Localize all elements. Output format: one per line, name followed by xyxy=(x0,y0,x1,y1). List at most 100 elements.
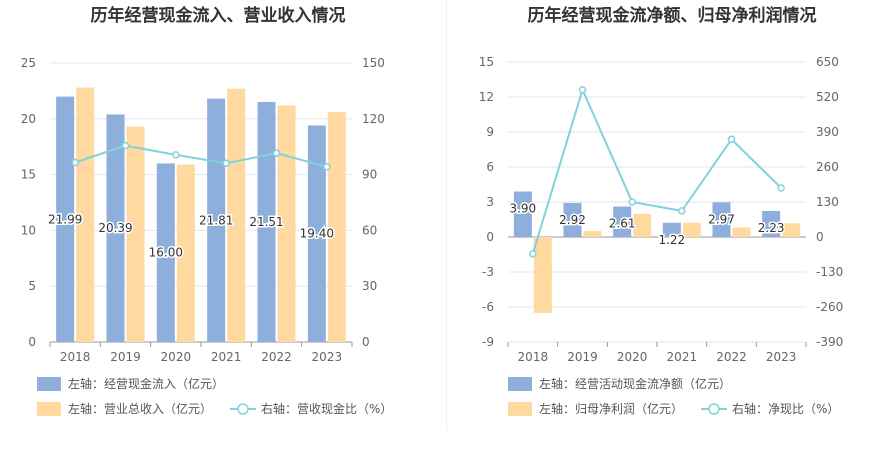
chart-title: 历年经营现金流入、营业收入情况 xyxy=(91,5,346,26)
bar-primary xyxy=(307,125,326,342)
x-tick-label: 2019 xyxy=(110,350,141,364)
y-tick-label-right: -390 xyxy=(816,335,843,349)
legend-label: 左轴：归母净利润（亿元） xyxy=(539,401,683,416)
bar-secondary xyxy=(682,222,701,237)
bar-primary xyxy=(56,96,75,342)
y-tick-label-left: -3 xyxy=(482,265,494,279)
bar-primary xyxy=(563,202,582,237)
y-tick-label-left: 0 xyxy=(28,335,36,349)
ratio-point xyxy=(678,207,686,215)
ratio-line xyxy=(531,86,782,254)
y-tick-label-right: 30 xyxy=(362,279,377,293)
bar-secondary xyxy=(277,105,296,343)
chart-title: 历年经营现金流净额、归母净利润情况 xyxy=(528,5,817,26)
legend-label: 右轴：营收现金比（%） xyxy=(261,401,392,416)
y-tick-label-right: 90 xyxy=(362,168,377,182)
y-tick-label-right: 120 xyxy=(362,112,385,126)
y-tick-label-left: 5 xyxy=(28,279,36,293)
y-tick-label-right: 0 xyxy=(362,335,370,349)
x-tick-label: 2020 xyxy=(161,350,192,364)
legend-label: 左轴：经营活动现金流净额（亿元） xyxy=(539,376,731,391)
x-tick-label: 2018 xyxy=(518,350,549,364)
data-label: 19.40 xyxy=(300,227,334,241)
legend-swatch xyxy=(237,403,249,415)
ratio-point xyxy=(777,184,785,192)
y-tick-label-right: 260 xyxy=(816,160,839,174)
y-tick-label-left: 25 xyxy=(21,56,36,70)
bar-primary xyxy=(762,210,781,237)
y-tick-label-left: -6 xyxy=(482,300,494,314)
y-tick-label-right: 0 xyxy=(816,230,824,244)
bar-secondary xyxy=(633,213,652,237)
data-label: 2.97 xyxy=(708,212,735,226)
y-tick-label-right: -260 xyxy=(816,300,843,314)
ratio-point xyxy=(323,163,331,171)
ratio-point xyxy=(529,249,537,258)
legend-swatch xyxy=(508,402,532,416)
y-tick-label-left: 20 xyxy=(21,112,36,126)
x-tick-label: 2023 xyxy=(766,350,797,364)
bar-primary xyxy=(156,163,175,342)
bar-secondary xyxy=(227,88,246,342)
bar-primary xyxy=(712,202,731,237)
bar-secondary xyxy=(126,126,145,342)
y-tick-label-right: 150 xyxy=(362,56,385,70)
x-tick-label: 2019 xyxy=(567,350,598,364)
data-label: 1.22 xyxy=(658,233,685,247)
bar-primary xyxy=(257,101,276,343)
x-tick-label: 2018 xyxy=(60,350,91,364)
legend-swatch xyxy=(708,403,720,415)
legend-label: 右轴：净现比（%） xyxy=(732,401,839,416)
x-tick-label: 2021 xyxy=(211,350,242,364)
bar-secondary xyxy=(583,230,602,237)
data-label: 20.39 xyxy=(98,221,132,235)
ratio-point xyxy=(727,135,736,144)
ratio-point xyxy=(272,149,281,157)
chart-left: 历年经营现金流入、营业收入情况 0 0 5 30 10 60 15 90 20 120 25 150 2… xyxy=(21,5,392,416)
ratio-point xyxy=(121,141,130,150)
x-tick-label: 2020 xyxy=(617,350,648,364)
ratio-point xyxy=(71,158,79,167)
data-label: 2.61 xyxy=(609,217,636,231)
bar-secondary xyxy=(732,227,751,237)
legend-label: 左轴：经营现金流入（亿元） xyxy=(68,376,224,391)
data-label: 21.99 xyxy=(48,212,82,226)
bar-secondary xyxy=(533,237,552,313)
x-tick-label: 2022 xyxy=(261,350,292,364)
legend-swatch xyxy=(37,377,61,391)
ratio-point xyxy=(222,159,230,168)
legend-swatch xyxy=(37,402,61,416)
bar-primary xyxy=(106,114,125,342)
bar-primary xyxy=(513,191,532,237)
y-tick-label-right: 130 xyxy=(816,195,839,209)
x-tick-label: 2021 xyxy=(667,350,698,364)
data-label: 2.23 xyxy=(758,221,785,235)
bar-primary xyxy=(662,222,681,237)
x-tick-label: 2022 xyxy=(716,350,747,364)
y-tick-label-left: 10 xyxy=(21,223,36,237)
data-label: 21.51 xyxy=(249,215,283,229)
legend-label: 左轴：营业总收入（亿元） xyxy=(68,401,212,416)
y-tick-label-left: 6 xyxy=(486,160,494,174)
data-label: 2.92 xyxy=(559,213,586,227)
data-label: 16.00 xyxy=(149,246,183,260)
y-tick-label-left: 3 xyxy=(486,195,494,209)
y-tick-label-right: 520 xyxy=(816,90,839,104)
bar-primary xyxy=(207,98,226,342)
ratio-point xyxy=(578,85,587,94)
legend-swatch xyxy=(508,377,532,391)
data-label: 3.90 xyxy=(509,202,536,216)
y-tick-label-right: -130 xyxy=(816,265,843,279)
y-tick-label-right: 650 xyxy=(816,55,839,69)
bar-secondary xyxy=(76,87,95,342)
y-tick-label-left: 9 xyxy=(486,125,494,139)
bar-secondary xyxy=(327,112,346,342)
bar-primary xyxy=(613,206,632,237)
panel-divider xyxy=(446,0,447,430)
ratio-line xyxy=(74,144,328,168)
data-label: 21.81 xyxy=(199,213,233,227)
y-tick-label-left: 0 xyxy=(486,230,494,244)
chart-right: 历年经营现金流净额、归母净利润情况 -9 -390 -6 -260 -3 -130 0 0 3 1… xyxy=(479,5,843,416)
y-tick-label-right: 390 xyxy=(816,125,839,139)
